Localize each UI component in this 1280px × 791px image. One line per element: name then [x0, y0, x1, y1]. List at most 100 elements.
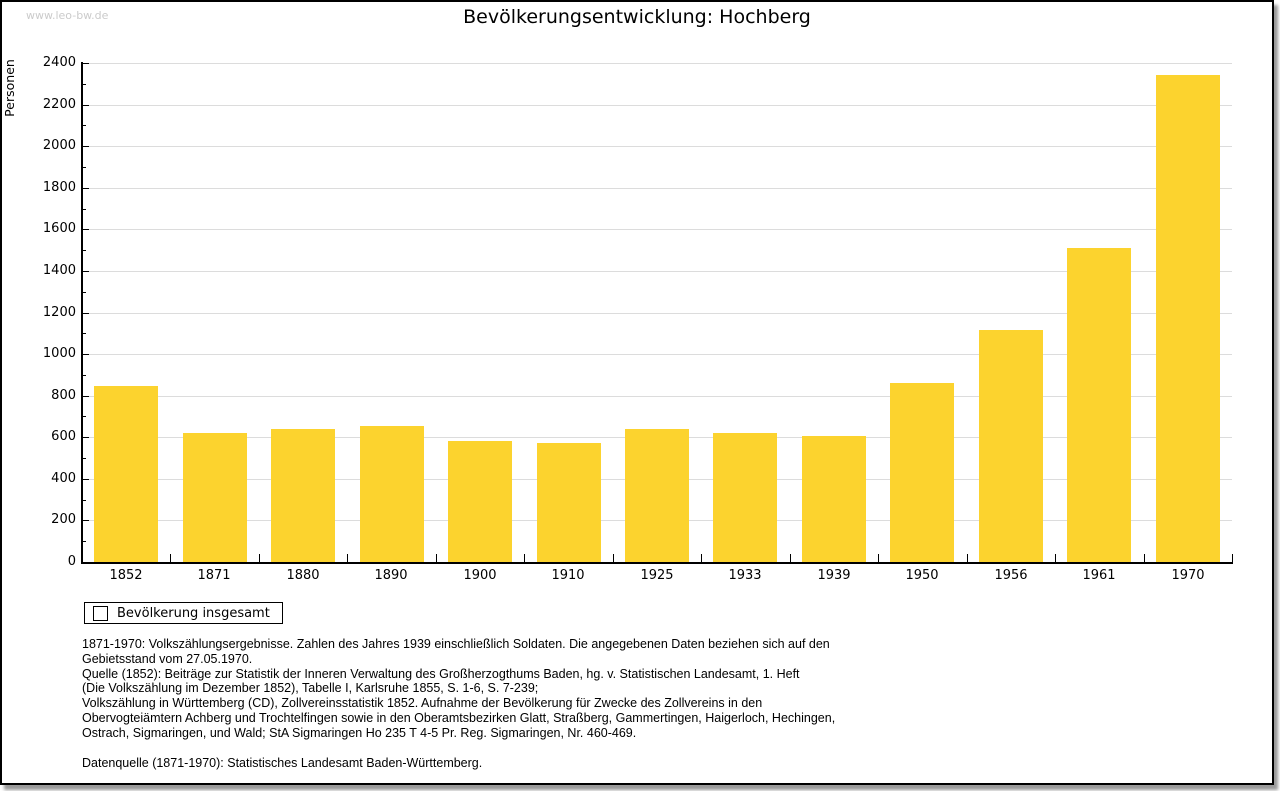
- x-tick: [436, 554, 437, 562]
- x-tick: [259, 554, 260, 562]
- y-tick-major: [82, 146, 89, 147]
- x-tick-label: 1852: [109, 568, 143, 583]
- gridline: [82, 396, 1232, 397]
- gridline: [82, 188, 1232, 189]
- y-tick-major: [82, 479, 89, 480]
- bar-1852: [94, 386, 158, 562]
- x-tick-label: 1925: [640, 568, 674, 583]
- x-tick: [790, 554, 791, 562]
- y-tick-major: [82, 437, 89, 438]
- y-tick-label: 600: [51, 429, 76, 444]
- y-axis-line: [81, 62, 83, 564]
- y-tick-minor: [82, 125, 86, 126]
- footnote-line: Ostrach, Sigmaringen, und Wald; StA Sigm…: [82, 725, 637, 740]
- bar-1961: [1067, 248, 1131, 562]
- y-tick-minor: [82, 333, 86, 334]
- x-tick-label: 1871: [197, 568, 231, 583]
- y-tick-label: 1000: [42, 346, 76, 361]
- y-tick-label: 800: [51, 388, 76, 403]
- footnote-line: Obervogteiämtern Achberg und Trochtelfin…: [82, 710, 836, 725]
- gridline: [82, 63, 1232, 64]
- y-tick-major: [82, 271, 89, 272]
- chart-title: Bevölkerungsentwicklung: Hochberg: [463, 6, 811, 28]
- y-tick-major: [82, 354, 89, 355]
- x-tick: [347, 554, 348, 562]
- x-tick-label: 1890: [374, 568, 408, 583]
- x-axis-line: [81, 562, 1233, 564]
- gridline: [82, 105, 1232, 106]
- y-tick-minor: [82, 541, 86, 542]
- y-tick-label: 2200: [42, 97, 76, 112]
- x-tick: [1055, 554, 1056, 562]
- y-tick-label: 1600: [42, 221, 76, 236]
- bar-1939: [802, 436, 866, 562]
- bar-1950: [890, 383, 954, 562]
- bar-chart: Personen 0 200 400 600 800 1000 1200 1400 1600 18…: [2, 2, 1272, 783]
- gridline: [82, 146, 1232, 147]
- x-tick-label: 1880: [286, 568, 320, 583]
- x-tick-label: 1900: [463, 568, 497, 583]
- y-tick-minor: [82, 167, 86, 168]
- y-axis-title: Personen: [2, 59, 17, 117]
- x-tick: [701, 554, 702, 562]
- x-tick-label: 1910: [551, 568, 585, 583]
- bar-1910: [537, 443, 601, 562]
- y-tick-major: [82, 313, 89, 314]
- x-tick-label: 1933: [728, 568, 762, 583]
- y-tick-minor: [82, 250, 86, 251]
- y-tick-minor: [82, 458, 86, 459]
- y-tick-major: [82, 396, 89, 397]
- x-tick-label: 1970: [1171, 568, 1205, 583]
- footnote-line: Quelle (1852): Beiträge zur Statistik de…: [82, 666, 800, 681]
- x-tick: [1232, 554, 1233, 562]
- bar-1956: [979, 330, 1043, 562]
- y-tick-minor: [82, 292, 86, 293]
- legend-label: Bevölkerung insgesamt: [117, 605, 270, 621]
- y-tick-label: 1800: [42, 180, 76, 195]
- y-tick-minor: [82, 416, 86, 417]
- gridline: [82, 313, 1232, 314]
- footnote-line: (Die Volkszählung im Dezember 1852), Tab…: [82, 681, 539, 696]
- legend-swatch-icon: [93, 605, 108, 621]
- y-tick-minor: [82, 375, 86, 376]
- gridline: [82, 354, 1232, 355]
- bar-1925: [625, 429, 689, 562]
- bar-1900: [448, 441, 512, 562]
- footnote-line: Volkszählung in Württemberg (CD), Zollve…: [82, 696, 763, 711]
- footnote-line: 1871-1970: Volkszählungsergebnisse. Zahl…: [82, 637, 830, 651]
- x-tick-label: 1961: [1082, 568, 1116, 583]
- datasource-line: Datenquelle (1871-1970): Statistisches L…: [82, 755, 483, 770]
- watermark: www.leo-bw.de: [26, 9, 109, 22]
- x-tick: [967, 554, 968, 562]
- y-tick-label: 2000: [42, 138, 76, 153]
- y-tick-minor: [82, 209, 86, 210]
- y-tick-label: 2400: [42, 55, 76, 70]
- bar-1890: [360, 426, 424, 562]
- footnotes: 1871-1970: Volkszählungsergebnisse. Zahl…: [82, 637, 912, 770]
- bar-1880: [271, 429, 335, 562]
- bar-1871: [183, 433, 247, 562]
- y-tick-label: 200: [51, 512, 76, 527]
- gridline: [82, 271, 1232, 272]
- bar-1933: [713, 433, 777, 562]
- footnote-line: Gebietsstand vom 27.05.1970.: [82, 651, 253, 666]
- legend: Bevölkerung insgesamt: [84, 602, 283, 624]
- y-tick-major: [82, 63, 89, 64]
- y-tick-major: [82, 229, 89, 230]
- y-tick-label: 400: [51, 471, 76, 486]
- x-tick: [1144, 554, 1145, 562]
- bar-1970: [1156, 75, 1220, 562]
- y-tick-major: [82, 520, 89, 521]
- x-tick-label: 1939: [817, 568, 851, 583]
- y-tick-major: [82, 188, 89, 189]
- x-tick-label: 1950: [905, 568, 939, 583]
- y-tick-label: 1400: [42, 263, 76, 278]
- y-tick-label: 1200: [42, 305, 76, 320]
- x-tick: [524, 554, 525, 562]
- y-tick-minor: [82, 500, 86, 501]
- gridline: [82, 229, 1232, 230]
- y-tick-minor: [82, 84, 86, 85]
- x-tick-label: 1956: [994, 568, 1028, 583]
- x-tick: [613, 554, 614, 562]
